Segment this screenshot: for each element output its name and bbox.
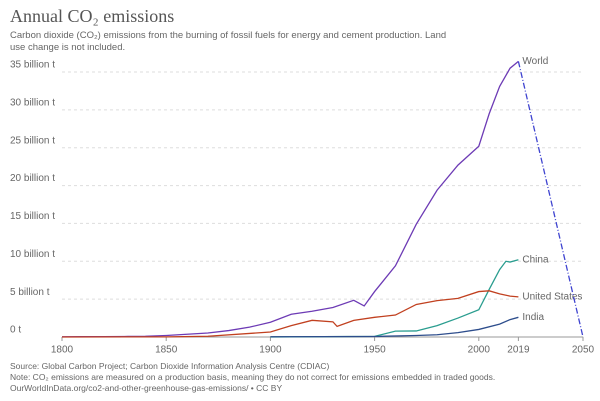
y-tick-label: 25 billion t (10, 135, 55, 146)
x-tick-label: 2000 (468, 345, 491, 356)
x-tick-label: 1850 (155, 345, 178, 356)
series-line (61, 290, 519, 338)
series-label: China (522, 254, 549, 265)
x-tick-label: 2019 (507, 345, 530, 356)
y-tick-label: 30 billion t (10, 97, 55, 108)
y-tick-label: 10 billion t (10, 249, 55, 260)
y-tick-label: 15 billion t (10, 211, 55, 222)
x-tick-label: 1950 (363, 345, 386, 356)
chart: 0 t 5 billion t 10 billion t 15 billion t 20… (10, 56, 595, 356)
y-tick-label: 35 billion t (10, 60, 55, 71)
series-label: United States (522, 292, 582, 303)
url: OurWorldInData.org/co2-and-other-greenho… (10, 383, 283, 393)
series-label: World (522, 56, 548, 67)
chart-title: Annual CO₂ emissions (10, 6, 175, 26)
series-label: India (522, 312, 544, 323)
y-tick-label: 20 billion t (10, 173, 55, 184)
note: Note: CO₂ emissions are measured on a pr… (10, 372, 496, 382)
chart-subtitle: Carbon dioxide (CO₂) emissions from the … (10, 30, 447, 53)
series-line (270, 316, 519, 338)
footer: Source: Global Carbon Project; Carbon Di… (10, 361, 495, 394)
x-tick-label: 2050 (572, 345, 595, 356)
source: Source: Global Carbon Project; Carbon Di… (10, 361, 330, 371)
x-tick-label: 1800 (51, 345, 74, 356)
x-tick-label: 1900 (259, 345, 282, 356)
series-line (270, 259, 519, 338)
series-line (517, 61, 584, 338)
y-tick-label: 0 t (10, 325, 21, 336)
y-tick-label: 5 billion t (10, 287, 50, 298)
series-line (61, 60, 519, 338)
